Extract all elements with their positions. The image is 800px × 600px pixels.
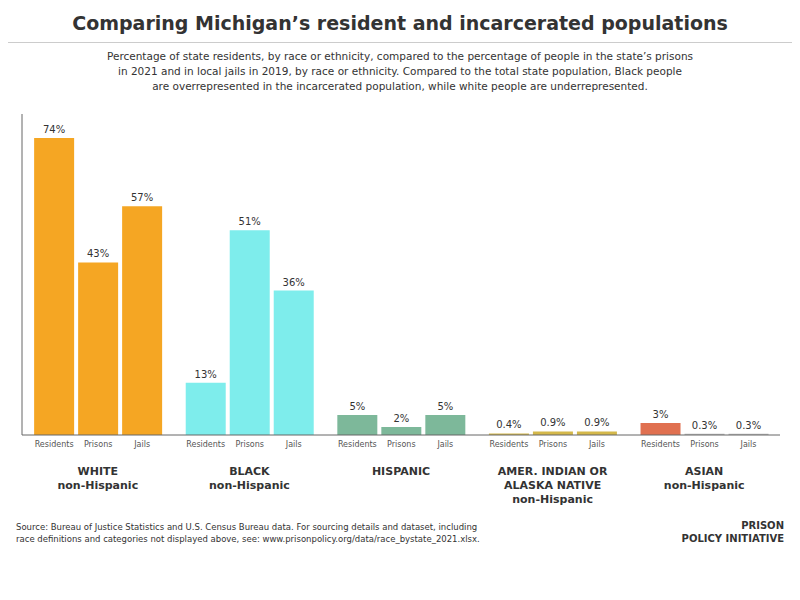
svg-text:Jails: Jails — [588, 440, 605, 449]
svg-text:Residents: Residents — [338, 440, 377, 449]
svg-text:43%: 43% — [87, 248, 109, 259]
svg-text:Jails: Jails — [436, 440, 453, 449]
svg-text:WHITEnon-Hispanic: WHITEnon-Hispanic — [57, 465, 138, 492]
svg-text:Prisons: Prisons — [539, 440, 568, 449]
svg-text:HISPANIC: HISPANIC — [372, 465, 430, 478]
svg-text:57%: 57% — [131, 192, 153, 203]
svg-text:74%: 74% — [43, 124, 65, 135]
svg-text:AMER. INDIAN ORALASKA NATIVEno: AMER. INDIAN ORALASKA NATIVEnon-Hispanic — [498, 465, 608, 506]
svg-text:BLACKnon-Hispanic: BLACKnon-Hispanic — [209, 465, 290, 492]
svg-text:0.9%: 0.9% — [584, 417, 609, 428]
svg-text:5%: 5% — [349, 401, 365, 412]
svg-text:Residents: Residents — [489, 440, 528, 449]
svg-text:13%: 13% — [195, 369, 217, 380]
svg-text:0.3%: 0.3% — [736, 420, 761, 431]
svg-text:Prisons: Prisons — [690, 440, 719, 449]
svg-text:0.4%: 0.4% — [496, 419, 521, 430]
svg-text:3%: 3% — [653, 409, 669, 420]
svg-text:Prisons: Prisons — [387, 440, 416, 449]
svg-text:Prisons: Prisons — [235, 440, 264, 449]
svg-text:Prisons: Prisons — [84, 440, 113, 449]
svg-text:Jails: Jails — [285, 440, 302, 449]
svg-text:0.3%: 0.3% — [692, 420, 717, 431]
svg-text:2%: 2% — [393, 413, 409, 424]
svg-text:ASIANnon-Hispanic: ASIANnon-Hispanic — [664, 465, 745, 492]
svg-text:0.9%: 0.9% — [540, 417, 565, 428]
svg-text:5%: 5% — [437, 401, 453, 412]
svg-text:Jails: Jails — [740, 440, 757, 449]
html-text:PRISON POLICY INITIATIVE: PRISON POLICY INITIATIVE — [681, 520, 784, 544]
svg-text:Residents: Residents — [35, 440, 74, 449]
svg-text:Jails: Jails — [133, 440, 150, 449]
html-text:Source: Bureau of Justice Stat: Source: Bureau of Justice Statistics and… — [16, 522, 480, 544]
svg-text:Residents: Residents — [641, 440, 680, 449]
svg-text:Residents: Residents — [186, 440, 225, 449]
html-text:Percentage of state residents,: Percentage of state residents, by race o… — [107, 50, 693, 92]
svg-text:51%: 51% — [239, 216, 261, 227]
html-text:Comparing Michigan’s resident: Comparing Michigan’s resident and incarc… — [72, 12, 728, 34]
svg-text:36%: 36% — [283, 277, 305, 288]
